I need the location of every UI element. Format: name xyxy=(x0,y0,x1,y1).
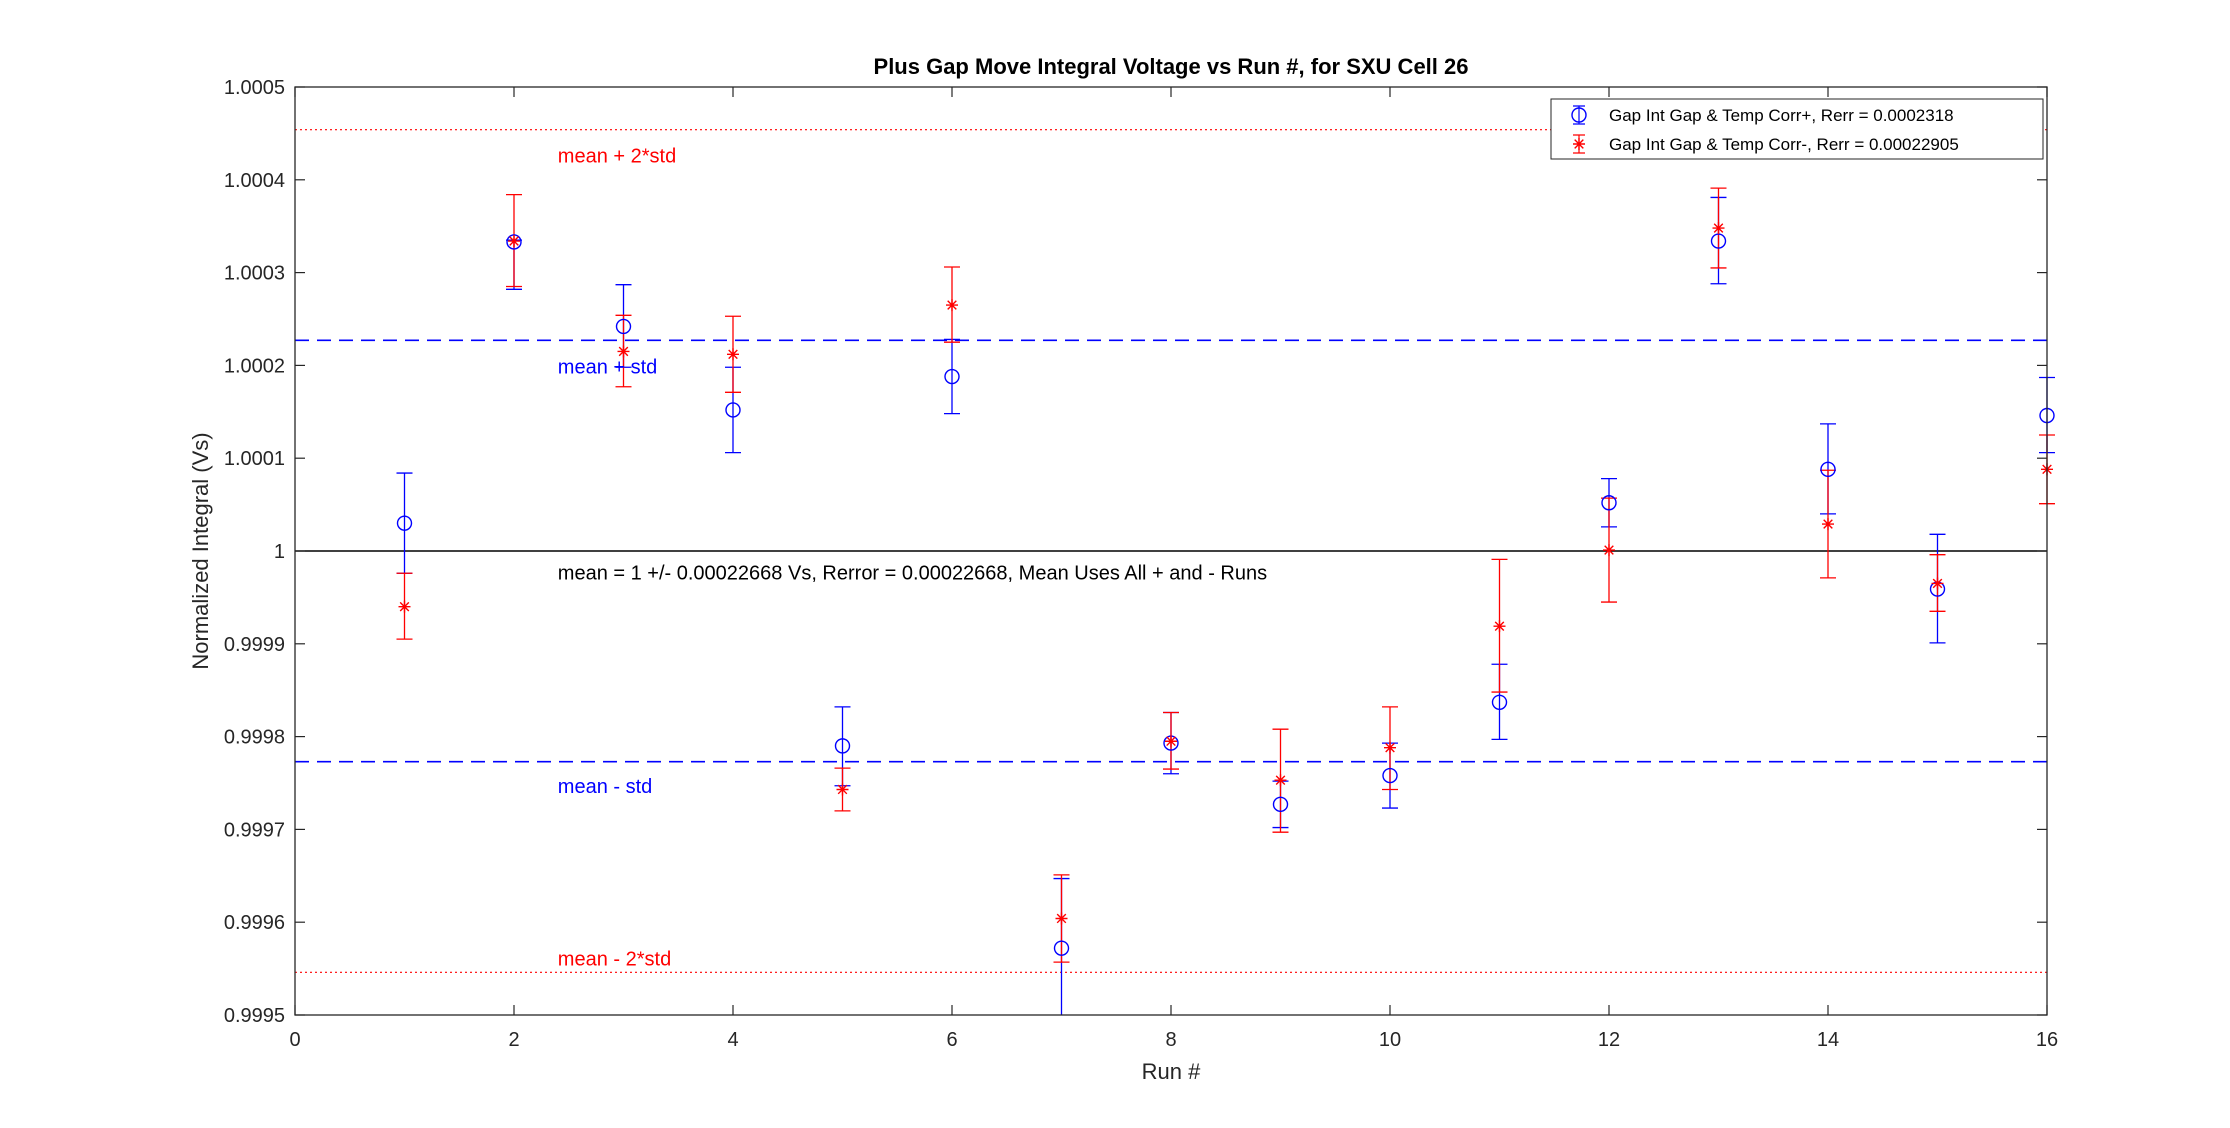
data-point-marker xyxy=(1820,461,1836,478)
x-axis-label: Run # xyxy=(1142,1059,1201,1084)
y-tick-label: 1.0001 xyxy=(224,448,285,470)
x-tick-label: 12 xyxy=(1598,1029,1620,1051)
x-tick-label: 4 xyxy=(727,1029,738,1051)
data-point-marker xyxy=(1491,694,1508,710)
data-point-marker xyxy=(946,299,958,312)
data-point-marker xyxy=(727,348,739,361)
reference-line-label: mean - std xyxy=(558,776,652,798)
reference-line-label: mean + std xyxy=(558,356,658,378)
data-point-marker xyxy=(396,515,413,531)
data-point-marker xyxy=(615,318,632,335)
y-tick-label: 1.0005 xyxy=(224,77,285,99)
data-point-marker xyxy=(398,600,411,613)
y-tick-label: 1.0003 xyxy=(224,263,285,285)
x-tick-label: 14 xyxy=(1817,1029,1839,1051)
reference-line-label: mean - 2*std xyxy=(558,948,671,970)
y-axis-label: Normalized Integral (Vs) xyxy=(188,432,213,669)
data-point-marker xyxy=(1822,518,1834,531)
data-point-marker xyxy=(508,235,520,248)
data-point-marker xyxy=(1571,107,1587,123)
y-tick-label: 0.9997 xyxy=(224,819,285,841)
reference-line-label: mean = 1 +/- 0.00022668 Vs, Rerror = 0.0… xyxy=(558,562,1267,584)
data-point-marker xyxy=(1053,940,1070,956)
data-point-marker xyxy=(1272,796,1289,813)
chart-title: Plus Gap Move Integral Voltage vs Run #,… xyxy=(874,54,1469,79)
data-point-marker xyxy=(1274,774,1287,787)
data-point-marker xyxy=(836,783,849,796)
data-point-marker xyxy=(944,368,960,385)
x-tick-label: 6 xyxy=(946,1029,957,1051)
data-point-marker xyxy=(725,402,741,418)
data-point-marker xyxy=(1601,495,1617,511)
data-point-marker xyxy=(506,234,522,250)
y-tick-label: 1.0004 xyxy=(224,170,285,192)
y-tick-label: 0.9996 xyxy=(224,912,285,934)
data-point-marker xyxy=(1382,767,1398,784)
data-point-marker xyxy=(1573,138,1585,150)
reference-line-label: mean + 2*std xyxy=(558,146,676,168)
data-point-marker xyxy=(1165,735,1177,748)
data-point-marker xyxy=(617,345,630,358)
y-tick-label: 0.9995 xyxy=(224,1005,285,1027)
annotations: mean + 2*std mean + std mean = 1 +/- 0.000… xyxy=(558,146,1267,971)
data-markers xyxy=(396,222,2055,956)
data-point-marker xyxy=(1493,620,1506,633)
data-point-marker xyxy=(1712,222,1725,235)
legend-errorbar-icon xyxy=(1573,105,1585,125)
y-tick-label: 0.9998 xyxy=(224,727,285,749)
x-tick-label: 2 xyxy=(508,1029,519,1051)
x-tick-label: 0 xyxy=(289,1029,300,1051)
x-tick-label: 16 xyxy=(2036,1029,2058,1051)
legend-entry-label: Gap Int Gap & Temp Corr+, Rerr = 0.00023… xyxy=(1609,106,1954,125)
legend: Gap Int Gap & Temp Corr+, Rerr = 0.00023… xyxy=(1550,98,2044,160)
legend-entry-label: Gap Int Gap & Temp Corr-, Rerr = 0.00022… xyxy=(1609,135,1959,154)
data-point-marker xyxy=(1055,912,1068,925)
data-point-marker xyxy=(1384,741,1396,754)
reference-lines xyxy=(295,129,2047,973)
tick-labels: 0 2 4 6 8 10 12 14 16 0.9995 0.9996 0.9997 0.9998 0.9… xyxy=(224,77,2058,1051)
y-tick-label: 1.0002 xyxy=(224,355,285,377)
axes xyxy=(294,86,2048,1016)
data-point-marker xyxy=(1931,577,1944,590)
data-point-marker xyxy=(834,738,851,754)
data-point-marker xyxy=(1603,544,1615,557)
legend-box xyxy=(1550,98,2044,160)
x-tick-label: 8 xyxy=(1165,1029,1176,1051)
x-tick-label: 10 xyxy=(1379,1029,1401,1051)
y-tick-label: 0.9999 xyxy=(224,634,285,656)
y-tick-label: 1 xyxy=(274,541,285,563)
